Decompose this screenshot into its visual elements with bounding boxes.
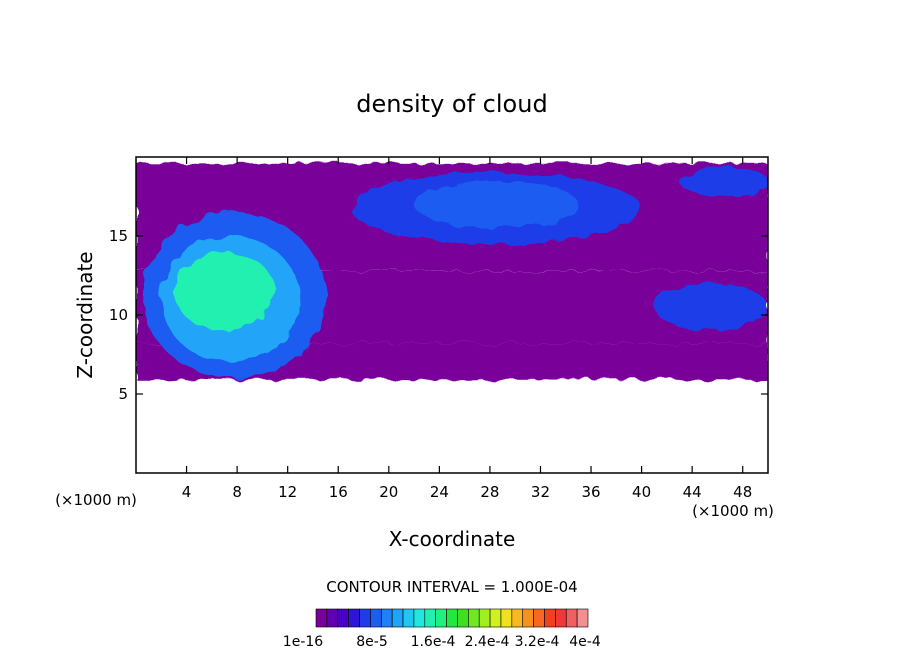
colorbar-swatch (315, 608, 328, 628)
contour-interval-label: CONTOUR INTERVAL = 1.000E-04 (326, 578, 577, 596)
x-tick-label: 20 (379, 483, 398, 501)
colorbar-swatch (348, 608, 360, 628)
colorbar-swatch (533, 608, 545, 628)
x-tick-label: 16 (329, 483, 348, 501)
colorbar-labels: 1e-16 8e-5 1.6e-4 2.4e-4 3.2e-4 4e-4 (283, 634, 601, 650)
cloud-region (654, 283, 768, 331)
colorbar-swatch (468, 608, 480, 628)
colorbar-swatch (424, 608, 436, 628)
colorbar-swatch (576, 608, 589, 628)
y-tick-label: 15 (109, 227, 128, 245)
colorbar-swatch (370, 608, 382, 628)
y-tick-label: 5 (118, 385, 128, 403)
colorbar-swatch (489, 608, 502, 628)
colorbar-swatch (446, 608, 458, 628)
cloud-region (414, 180, 579, 229)
cloud-region (679, 166, 768, 197)
x-unit-right: (×1000 m) (692, 502, 774, 520)
colorbar-swatch (478, 608, 491, 628)
x-tick-label: 12 (278, 483, 297, 501)
x-unit-left: (×1000 m) (55, 491, 137, 509)
x-tick-label: 40 (632, 483, 651, 501)
cloud-region (173, 251, 276, 331)
x-axis-label: X-coordinate (389, 527, 516, 551)
x-tick-label: 24 (430, 483, 449, 501)
chart-title: density of cloud (356, 90, 547, 118)
colorbar-swatch (457, 608, 469, 628)
colorbar-label: 3.2e-4 (515, 634, 560, 650)
colorbar-label: 2.4e-4 (465, 634, 510, 650)
colorbar-swatch (359, 608, 371, 628)
colorbar-swatch (500, 608, 513, 628)
colorbar-swatch (544, 608, 556, 628)
colorbar-swatch (391, 608, 404, 628)
colorbar-swatch (555, 608, 567, 628)
x-tick-label: 8 (232, 483, 242, 501)
colorbar-swatch (435, 608, 447, 628)
colorbar-swatch (337, 608, 349, 628)
x-tick-label: 4 (182, 483, 192, 501)
x-tick-label: 36 (581, 483, 600, 501)
colorbar-label: 4e-4 (569, 634, 601, 650)
colorbar (315, 608, 589, 628)
colorbar-swatch (402, 608, 415, 628)
colorbar-swatch (413, 608, 426, 628)
y-tick-label: 10 (109, 306, 128, 324)
x-tick-label: 28 (480, 483, 499, 501)
colorbar-label: 1.6e-4 (411, 634, 456, 650)
colorbar-swatch (380, 608, 393, 628)
colorbar-swatch (565, 608, 578, 628)
colorbar-label: 8e-5 (356, 634, 387, 650)
colorbar-swatch (522, 608, 534, 628)
x-tick-label: 48 (733, 483, 752, 501)
y-axis-label: Z-coordinate (73, 251, 97, 378)
x-tick-label: 32 (531, 483, 550, 501)
colorbar-swatch (511, 608, 524, 628)
x-tick-label: 44 (683, 483, 702, 501)
colorbar-label: 1e-16 (283, 634, 323, 650)
colorbar-swatch (326, 608, 339, 628)
